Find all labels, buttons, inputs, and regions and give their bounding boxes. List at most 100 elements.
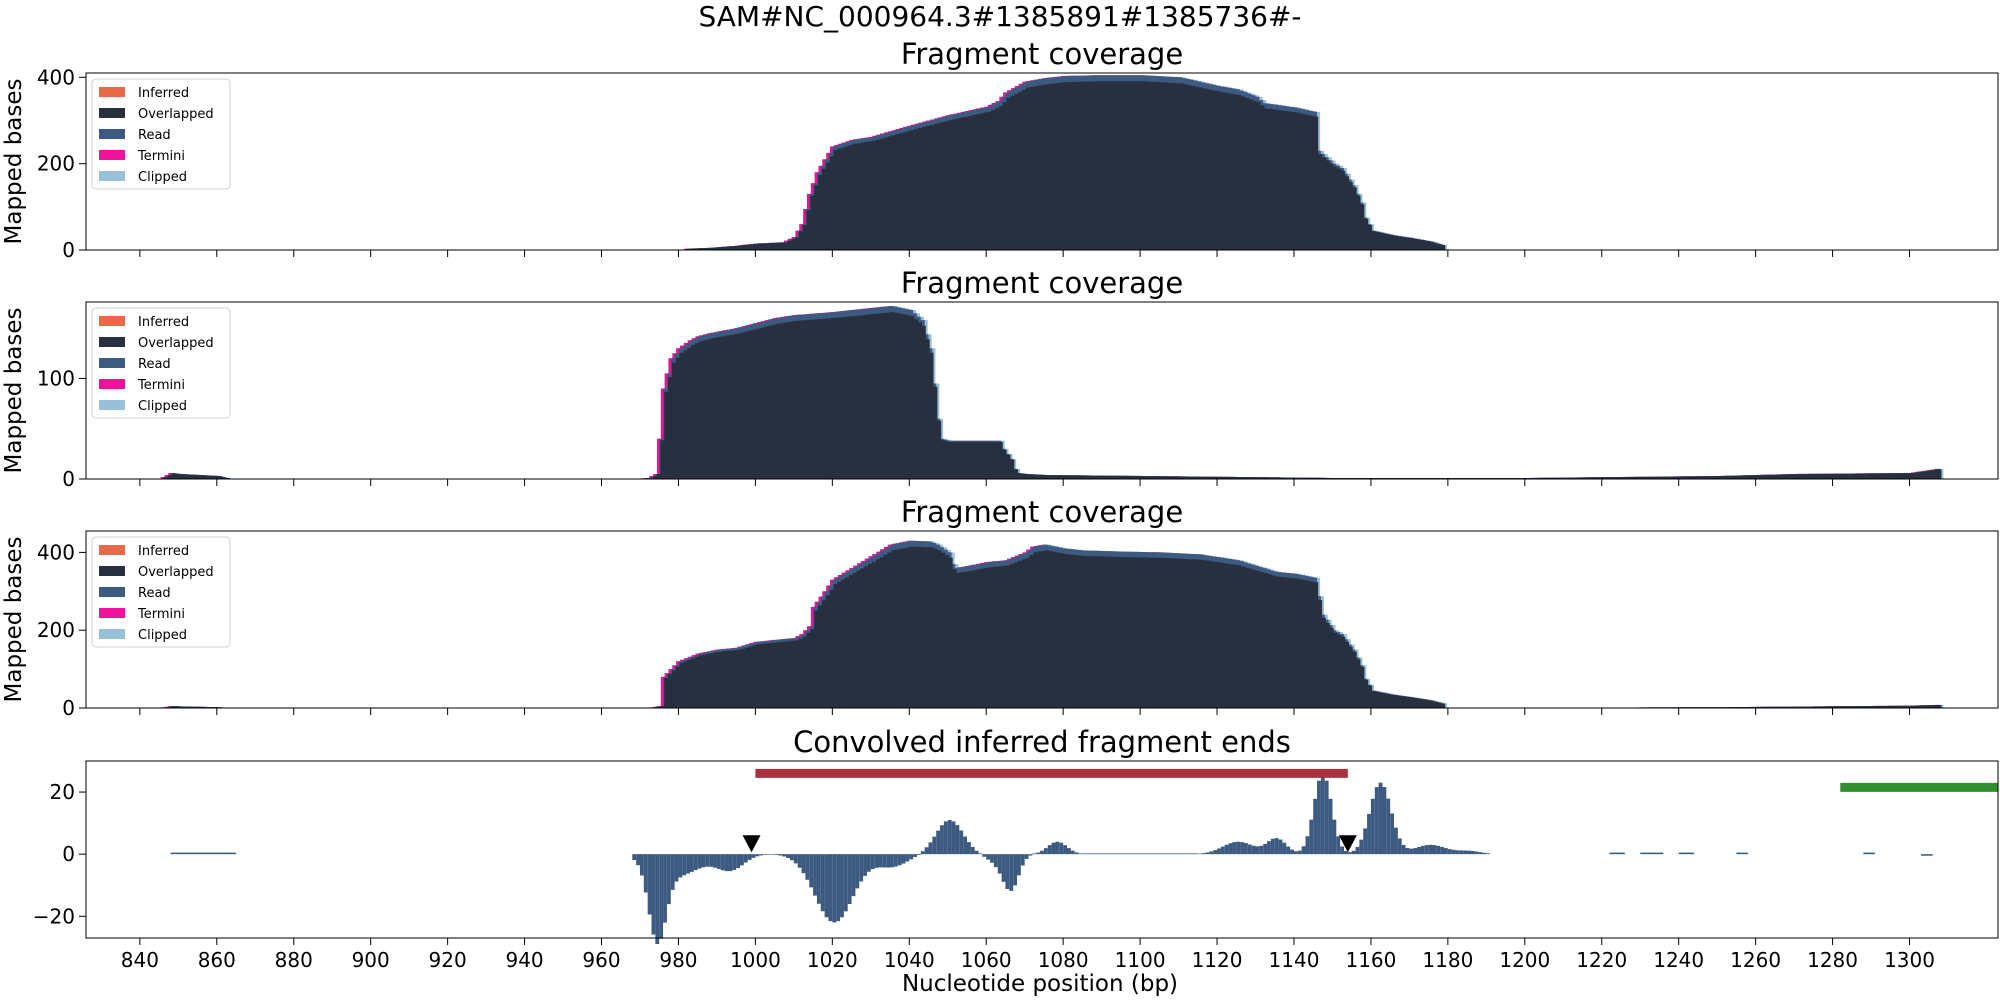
end-bar — [774, 854, 779, 855]
end-bar — [1174, 853, 1179, 855]
end-bar — [1120, 853, 1125, 855]
end-bar — [840, 854, 844, 918]
end-bar — [1055, 841, 1060, 855]
end-bar — [982, 854, 987, 857]
end-bar — [682, 854, 687, 876]
end-bar — [901, 854, 906, 864]
x-tick-label: 980 — [659, 948, 697, 972]
plot-frame — [85, 301, 1999, 480]
end-bar — [1040, 850, 1044, 855]
end-bar — [1313, 798, 1318, 855]
legend-swatch-overlapped — [99, 108, 125, 118]
end-bar — [1374, 787, 1379, 855]
end-bar — [932, 836, 937, 855]
panel-title: Fragment coverage — [901, 266, 1183, 300]
end-bar — [1417, 847, 1421, 855]
end-bar — [663, 854, 667, 923]
legend-box — [91, 307, 231, 419]
end-bar — [1390, 813, 1395, 855]
end-bar — [820, 854, 825, 912]
legend-swatch-clipped — [99, 400, 125, 410]
end-bar — [1378, 782, 1383, 855]
end-bar — [716, 854, 721, 869]
end-bar — [647, 854, 652, 915]
end-bar — [978, 853, 983, 855]
end-bar — [1105, 853, 1110, 855]
end-bar — [1474, 851, 1479, 855]
end-bar — [1678, 852, 1695, 855]
end-bar — [832, 854, 837, 923]
x-tick-label: 840 — [121, 948, 159, 972]
end-bar — [1297, 850, 1302, 855]
end-bar — [855, 854, 860, 889]
end-bar — [701, 854, 706, 868]
end-bar — [1024, 854, 1029, 859]
end-bar — [651, 854, 656, 935]
y-tick-label: 400 — [37, 540, 75, 564]
end-bar — [882, 854, 887, 868]
end-bar — [1424, 845, 1429, 855]
end-bar — [1093, 853, 1098, 855]
end-bar — [728, 854, 733, 872]
end-bar — [1455, 850, 1460, 855]
y-tick-label: −20 — [33, 904, 75, 928]
end-bar — [1921, 854, 1933, 856]
end-bar — [990, 854, 994, 863]
x-tick-label: 920 — [429, 948, 467, 972]
end-bar — [1020, 854, 1025, 866]
end-bar — [1236, 841, 1241, 855]
convolved-ends-panel: −20 0 20 Convolved inferred fragment ends — [33, 725, 1999, 945]
end-bar — [1347, 852, 1352, 855]
end-bar — [1482, 852, 1487, 855]
end-bar — [639, 854, 644, 876]
coverage-panel-1: 0 200 400 Fragment coverage Mapped bases Infe… — [1, 37, 1999, 262]
end-bar — [974, 850, 979, 855]
legend-swatch-termini — [99, 150, 125, 160]
end-bar — [1343, 851, 1348, 855]
end-bar — [966, 842, 971, 855]
end-bar — [870, 854, 875, 870]
x-tick-label: 1080 — [1038, 948, 1089, 972]
end-bar — [1201, 853, 1206, 855]
legend-swatch-clipped — [99, 171, 125, 181]
end-bar — [943, 821, 948, 855]
end-bar — [1197, 853, 1202, 855]
end-bar — [905, 854, 910, 862]
end-bar — [686, 854, 690, 874]
end-bar — [1267, 841, 1271, 855]
x-tick-label: 1040 — [884, 948, 935, 972]
end-bar — [1032, 853, 1037, 855]
legend-swatch-termini — [99, 379, 125, 389]
end-bar — [1247, 844, 1252, 855]
end-bar — [666, 854, 671, 905]
end-bar — [809, 854, 814, 888]
end-bar — [655, 854, 660, 945]
coverage-panel-3: 0 200 400 Fragment coverage Mapped bases Infe… — [1, 495, 1999, 720]
end-bar — [1320, 773, 1325, 855]
end-bar — [1220, 846, 1225, 855]
panel-title: Fragment coverage — [901, 37, 1183, 71]
coverage-overlapped-area — [687, 81, 1446, 250]
end-bar — [1097, 853, 1102, 855]
end-bar — [1224, 844, 1229, 855]
end-bar — [1209, 851, 1214, 855]
end-bar — [1286, 846, 1291, 855]
end-bar — [986, 854, 991, 860]
fragment-end-marker — [742, 835, 761, 853]
end-bar — [1001, 854, 1006, 882]
x-tick-label: 1120 — [1192, 948, 1243, 972]
end-bar — [913, 854, 917, 857]
legend-swatch-inferred — [99, 316, 125, 326]
x-tick-label: 1200 — [1499, 948, 1550, 972]
x-tick-label: 1160 — [1345, 948, 1396, 972]
end-bar — [851, 854, 856, 897]
legend-swatch-inferred — [99, 87, 125, 97]
end-bar — [705, 854, 710, 867]
end-bar — [697, 854, 702, 869]
end-bar — [1090, 853, 1094, 855]
y-axis-label: Mapped bases — [1, 78, 27, 244]
legend-swatch-termini — [99, 608, 125, 618]
end-bar — [759, 854, 764, 856]
legend-label-clipped: Clipped — [138, 628, 187, 643]
end-bar — [1013, 854, 1017, 886]
